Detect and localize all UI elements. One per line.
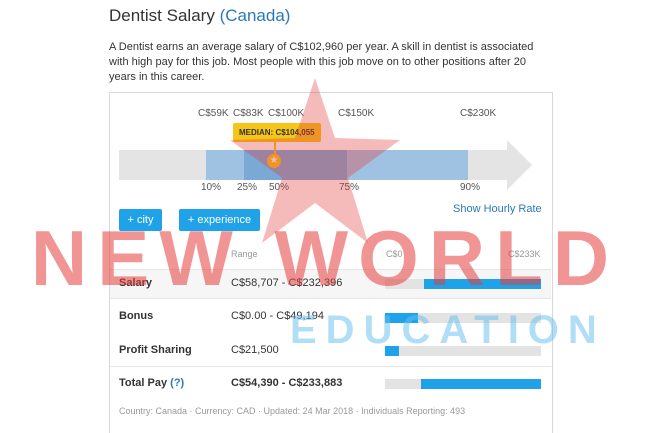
percentile-label: 10% — [201, 182, 222, 193]
median-badge: MEDIAN: C$104,055 — [233, 123, 321, 142]
scale-max: C$233K — [508, 249, 541, 259]
range-band-inner — [244, 150, 347, 180]
tick-label: C$150K — [338, 108, 375, 119]
salary-card — [109, 92, 553, 433]
add-experience-button[interactable]: + experience — [179, 209, 260, 231]
help-icon[interactable]: (?) — [170, 377, 185, 389]
percentile-label: 90% — [460, 182, 481, 193]
percentile-label: 50% — [269, 182, 290, 193]
country-link[interactable]: (Canada) — [219, 6, 291, 25]
job-description: A Dentist earns an average salary of C$1… — [109, 41, 534, 83]
row-label-profit-sharing: Profit Sharing — [119, 344, 192, 356]
range-track — [385, 313, 541, 323]
tick-label: C$83K — [233, 108, 264, 119]
row-label-bonus: Bonus — [119, 310, 154, 322]
range-fill — [385, 346, 400, 356]
range-header: Range — [231, 249, 258, 259]
percentile-label: 25% — [237, 182, 258, 193]
row-value-salary: C$58,707 - C$232,396 — [231, 277, 343, 289]
row-divider — [110, 298, 551, 299]
range-fill — [385, 313, 418, 323]
row-value-profit-sharing: C$21,500 — [231, 344, 279, 356]
data-footer: Country: Canada · Currency: CAD · Update… — [119, 406, 466, 416]
star-icon: ★ — [267, 154, 281, 168]
range-track — [385, 346, 541, 356]
range-track — [385, 379, 541, 389]
median-stem — [274, 141, 276, 155]
range-fill — [424, 279, 541, 289]
scale-min: C$0 — [386, 249, 403, 259]
row-label-salary: Salary — [119, 277, 153, 289]
total-pay-label: Total Pay — [119, 377, 168, 389]
tick-label: C$100K — [268, 108, 305, 119]
show-hourly-rate-link[interactable]: Show Hourly Rate — [453, 203, 542, 215]
tick-label: C$59K — [198, 108, 229, 119]
row-divider — [110, 366, 551, 367]
tick-label: C$230K — [460, 108, 497, 119]
row-divider — [110, 269, 551, 270]
percentile-label: 75% — [339, 182, 360, 193]
range-fill — [420, 379, 541, 389]
row-value-bonus: C$0.00 - C$49,194 — [231, 310, 324, 322]
job-title: Dentist Salary — [109, 6, 215, 25]
row-label-total-pay: Total Pay (?) — [119, 377, 184, 389]
range-track — [385, 279, 541, 289]
row-value-total-pay: C$54,390 - C$233,883 — [231, 377, 343, 389]
add-city-button[interactable]: + city — [119, 209, 162, 231]
page-title: Dentist Salary (Canada) — [109, 6, 290, 26]
